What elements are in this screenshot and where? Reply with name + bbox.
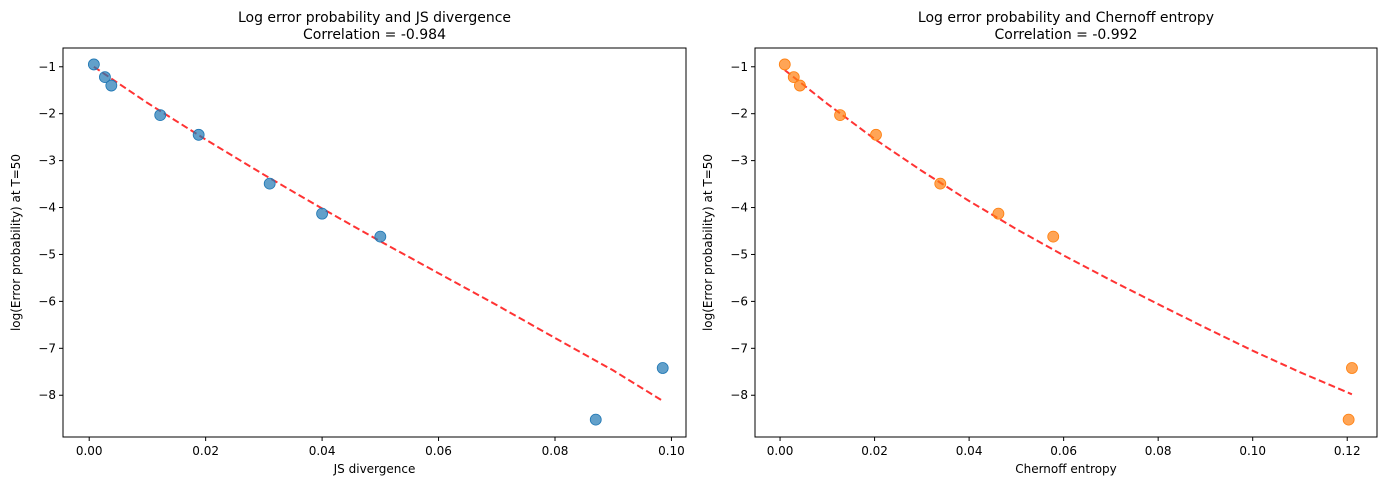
data-point — [794, 79, 806, 92]
fit-line — [93, 65, 664, 402]
y-tick-label: −6 — [38, 294, 56, 308]
y-tick-label: −1 — [38, 60, 56, 74]
y-tick-label: −3 — [730, 154, 748, 168]
data-point — [154, 109, 167, 122]
x-tick-label: 0.10 — [658, 444, 685, 458]
x-tick-label: 0.00 — [76, 444, 103, 458]
data-point — [834, 109, 846, 122]
y-axis-label: log(Error probability) at T=50 — [9, 154, 23, 331]
data-point — [99, 71, 111, 83]
data-point — [87, 58, 100, 71]
x-tick-label: 0.08 — [542, 444, 569, 458]
data-point — [778, 58, 791, 71]
data-point — [192, 128, 205, 141]
y-tick-label: −6 — [730, 294, 748, 308]
x-tick-label: 0.06 — [425, 444, 452, 458]
x-tick-label: 0.02 — [861, 444, 888, 458]
data-point — [870, 128, 882, 141]
x-tick-label: 0.00 — [767, 444, 794, 458]
x-tick-label: 0.04 — [309, 444, 336, 458]
data-point — [589, 413, 602, 426]
x-tick-label: 0.04 — [956, 444, 983, 458]
y-tick-label: −4 — [730, 201, 748, 215]
y-tick-label: −5 — [38, 247, 56, 261]
y-tick-label: −8 — [38, 388, 56, 402]
data-point — [1342, 413, 1355, 426]
fit-line — [784, 69, 1353, 396]
data-point — [992, 207, 1005, 220]
data-point — [787, 71, 800, 83]
data-point — [1346, 362, 1358, 374]
y-tick-label: −4 — [38, 201, 56, 215]
x-tick-label: 0.06 — [1050, 444, 1077, 458]
x-tick-label: 0.10 — [1239, 444, 1266, 458]
chart-title: Log error probability and Chernoff entro… — [918, 10, 1214, 26]
y-tick-label: −3 — [38, 154, 56, 168]
x-axis-label: JS divergence — [333, 462, 416, 476]
y-tick-label: −7 — [730, 341, 748, 355]
y-tick-label: −7 — [38, 341, 56, 355]
data-point — [1047, 230, 1060, 243]
data-point — [374, 230, 387, 243]
y-axis-label: log(Error probability) at T=50 — [701, 154, 715, 331]
y-tick-label: −2 — [730, 107, 748, 121]
x-tick-label: 0.12 — [1334, 444, 1361, 458]
chart-title: Log error probability and JS divergence — [238, 10, 511, 26]
data-point — [656, 362, 669, 374]
data-point — [263, 177, 276, 190]
y-tick-label: −2 — [38, 107, 56, 121]
js-divergence-panel: Log error probability and JS divergenceC… — [9, 10, 687, 476]
chart-subtitle: Correlation = -0.992 — [995, 27, 1138, 43]
data-point — [105, 79, 118, 92]
y-tick-label: −8 — [730, 388, 748, 402]
chart-subtitle: Correlation = -0.984 — [303, 27, 446, 43]
x-tick-label: 0.08 — [1145, 444, 1172, 458]
x-axis-label: Chernoff entropy — [1015, 462, 1117, 476]
y-tick-label: −1 — [730, 60, 748, 74]
chernoff-entropy-panel: Log error probability and Chernoff entro… — [701, 10, 1378, 476]
x-tick-label: 0.02 — [192, 444, 219, 458]
data-point — [934, 177, 947, 190]
axes-frame — [754, 47, 1378, 438]
y-tick-label: −5 — [730, 247, 748, 261]
axes-frame — [62, 47, 687, 438]
data-point — [316, 207, 328, 220]
